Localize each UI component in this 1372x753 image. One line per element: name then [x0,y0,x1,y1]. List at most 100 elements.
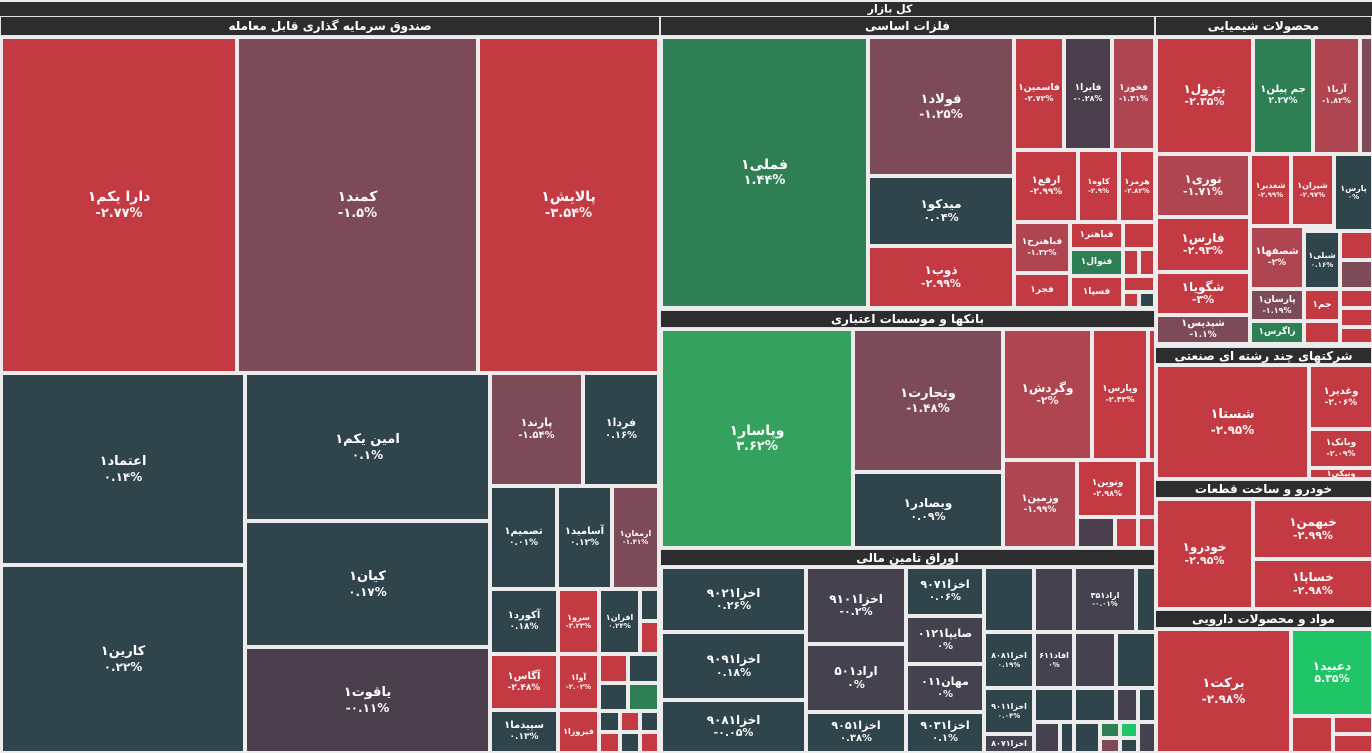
tile-chemicals-5[interactable]: شغدیر۱ -۲.۹۹% [1251,155,1290,225]
tile-fragment[interactable] [600,733,619,752]
tile-fragment[interactable] [1121,739,1137,752]
tile-fragment[interactable] [629,655,658,682]
tile-metals-7[interactable]: ارفع۱ -۲.۹۹% [1015,151,1077,221]
tile-fragment[interactable] [1075,723,1099,752]
tile-fragment[interactable] [1361,38,1372,153]
tile-banks-6[interactable]: وزمین۱ -۱.۹۹% [1004,461,1076,547]
tile-fragment[interactable] [1334,717,1372,733]
tile-etf-15[interactable]: افران۱ ۰.۲۴% [600,590,639,653]
tile-fragment[interactable] [1035,723,1059,752]
tile-bonds-17[interactable]: اخزا۸۰۷۱ [985,735,1033,752]
tile-fragment[interactable] [1292,717,1332,752]
tile-metals-6[interactable]: فخوز۱ -۱.۳۱% [1113,38,1154,149]
tile-bonds-7[interactable]: صایپا۰۱۲۱ ۰% [907,617,983,663]
tile-auto-0[interactable]: خودرو۱ -۲.۹۵% [1157,500,1252,608]
tile-multi-industry-0[interactable]: شستا۱ -۲.۹۵% [1157,366,1308,478]
tile-bonds-0[interactable]: اخزا۹۰۲۱ ۰.۲۶% [662,568,805,631]
tile-fragment[interactable] [621,733,639,752]
tile-fragment[interactable] [600,655,627,682]
tile-fragment[interactable] [1139,723,1155,752]
tile-multi-industry-3[interactable]: ونیکی۱ [1310,469,1372,478]
tile-bonds-6[interactable]: اخزا۹۰۷۱ ۰.۰۶% [907,568,983,615]
tile-etf-5[interactable]: امین یکم۱ ۰.۱% [246,374,489,520]
tile-fragment[interactable] [1124,293,1138,307]
tile-chemicals-4[interactable]: نوری۱ -۱.۷۱% [1157,155,1249,216]
tile-etf-19[interactable]: آوا۱ -۲.۰۲% [559,655,598,709]
tile-banks-2[interactable]: وبصادر۱ ۰.۰۹% [854,473,1002,547]
tile-chemicals-13[interactable]: شگویا۱ -۳% [1157,273,1249,314]
tile-metals-10[interactable]: فباهنرح۱ -۱.۳۲% [1015,223,1069,272]
tile-bonds-3[interactable]: اخزا۹۱۰۱ -۰.۲% [807,568,905,643]
tile-fragment[interactable] [1061,723,1073,752]
tile-metals-11[interactable]: فباهنر۱ [1071,223,1122,248]
tile-metals-0[interactable]: فملی۱ ۱.۴۴% [662,38,867,307]
tile-etf-0[interactable]: دارا یکم۱ -۲.۷۷% [2,38,236,372]
tile-bonds-4[interactable]: اراد۵۰۱ ۰% [807,645,905,711]
tile-fragment[interactable] [1101,739,1119,752]
tile-banks-7[interactable]: ونوین۱ -۲.۹۸% [1078,461,1137,516]
tile-metals-1[interactable]: فولاد۱ -۱.۲۵% [869,38,1013,175]
tile-chemicals-14[interactable]: پارسان۱ -۱.۱۹% [1251,290,1303,320]
tile-fragment[interactable] [1140,250,1154,275]
tile-metals-3[interactable]: ذوب۱ -۲.۹۹% [869,247,1013,307]
tile-pharma-1[interactable]: دعبید۱ ۵.۳۵% [1292,630,1372,715]
tile-fragment[interactable] [641,712,658,731]
tile-fragment[interactable] [1149,330,1155,459]
tile-etf-3[interactable]: اعتماد۱ ۰.۱۴% [2,374,244,564]
tile-fragment[interactable] [1124,250,1138,275]
section-header-pharma[interactable]: مواد و محصولات دارویی [1155,610,1372,628]
tile-fragment[interactable] [641,590,658,620]
tile-etf-20[interactable]: سپیدما۱ ۰.۱۳% [491,711,557,752]
tile-chemicals-16[interactable]: شپدیس۱ -۱.۱% [1157,316,1249,343]
tile-etf-2[interactable]: پالایش۱ -۳.۵۴% [479,38,658,372]
section-header-chemicals[interactable]: محصولات شیمیایی [1155,16,1372,36]
tile-metals-5[interactable]: فایرا۱ -۰.۲۸% [1065,38,1111,149]
tile-bonds-14[interactable]: اخزا۸۰۸۱ ۰.۱۹% [985,633,1033,687]
tile-fragment[interactable] [641,733,658,752]
tile-etf-10[interactable]: تصمیم۱ ۰.۰۱% [491,487,556,588]
tile-fragment[interactable] [1124,223,1154,248]
tile-etf-1[interactable]: کمند۱ -۱.۵% [238,38,477,372]
tile-fragment[interactable] [1334,735,1372,752]
tile-bonds-12[interactable]: اراد۳۵۱ -۰.۰۱% [1075,568,1135,631]
tile-chemicals-1[interactable]: جم پیلن۱ ۲.۲۷% [1254,38,1312,153]
section-header-bonds[interactable]: اوراق تامین مالی [660,549,1155,566]
tile-fragment[interactable] [1341,261,1372,288]
tile-bonds-5[interactable]: اخزا۹۰۵۱ ۰.۳۸% [807,713,905,752]
tile-fragment[interactable] [600,684,627,710]
tile-fragment[interactable] [1140,293,1154,307]
tile-fragment[interactable] [1116,518,1137,547]
tile-bonds-9[interactable]: اخزا۹۰۳۱ ۰.۱% [907,713,983,752]
tile-etf-7[interactable]: یاقوت۱ -۰.۱۱% [246,648,489,752]
tile-etf-6[interactable]: کیان۱ ۰.۱۷% [246,522,489,646]
tile-chemicals-17[interactable]: زاگرس۱ [1251,322,1303,343]
tile-chemicals-8[interactable]: فارس۱ -۲.۹۳% [1157,218,1249,271]
tile-etf-12[interactable]: ارمغان۱ -۱.۴۱% [613,487,658,588]
tile-fragment[interactable] [985,568,1033,631]
tile-chemicals-6[interactable]: شیران۱ -۲.۹۷% [1292,155,1333,225]
tile-banks-1[interactable]: وتجارت۱ -۱.۴۸% [854,330,1002,471]
tile-fragment[interactable] [600,712,619,731]
tile-etf-18[interactable]: آگاس۱ -۲.۴۸% [491,655,557,709]
tile-banks-4[interactable]: وپارس۱ -۲.۴۳% [1093,330,1147,459]
tile-fragment[interactable] [1341,290,1372,307]
tile-metals-12[interactable]: فنوال۱ [1071,250,1122,275]
tile-etf-11[interactable]: آسامید۱ ۰.۱۲% [558,487,611,588]
tile-fragment[interactable] [1117,633,1155,687]
tile-metals-8[interactable]: کاوه۱ -۲.۹% [1079,151,1118,221]
tile-fragment[interactable] [1341,328,1372,343]
tile-fragment[interactable] [1305,322,1339,343]
tile-chemicals-9[interactable]: شصفها۱ -۲% [1251,227,1303,288]
tile-bonds-16[interactable]: اخزا۹۰۱۱ ۰.۰۴% [985,689,1033,733]
tile-auto-1[interactable]: خبهمن۱ -۲.۹۹% [1254,500,1372,558]
tile-metals-9[interactable]: هرمز۱ -۲.۸۲% [1120,151,1154,221]
tile-fragment[interactable] [629,684,658,710]
tile-chemicals-0[interactable]: پترول۱ -۲.۳۵% [1157,38,1252,153]
tile-fragment[interactable] [1121,723,1137,737]
section-header-banks[interactable]: بانکها و موسسات اعتباری [660,310,1155,328]
tile-banks-3[interactable]: وگردش۱ -۲% [1004,330,1091,459]
tile-fragment[interactable] [1078,518,1114,547]
tile-fragment[interactable] [1139,689,1155,721]
tile-banks-0[interactable]: وپاسار۱ ۳.۶۲% [662,330,852,547]
tile-etf-14[interactable]: سرو۱ -۳.۲۳% [559,590,598,653]
